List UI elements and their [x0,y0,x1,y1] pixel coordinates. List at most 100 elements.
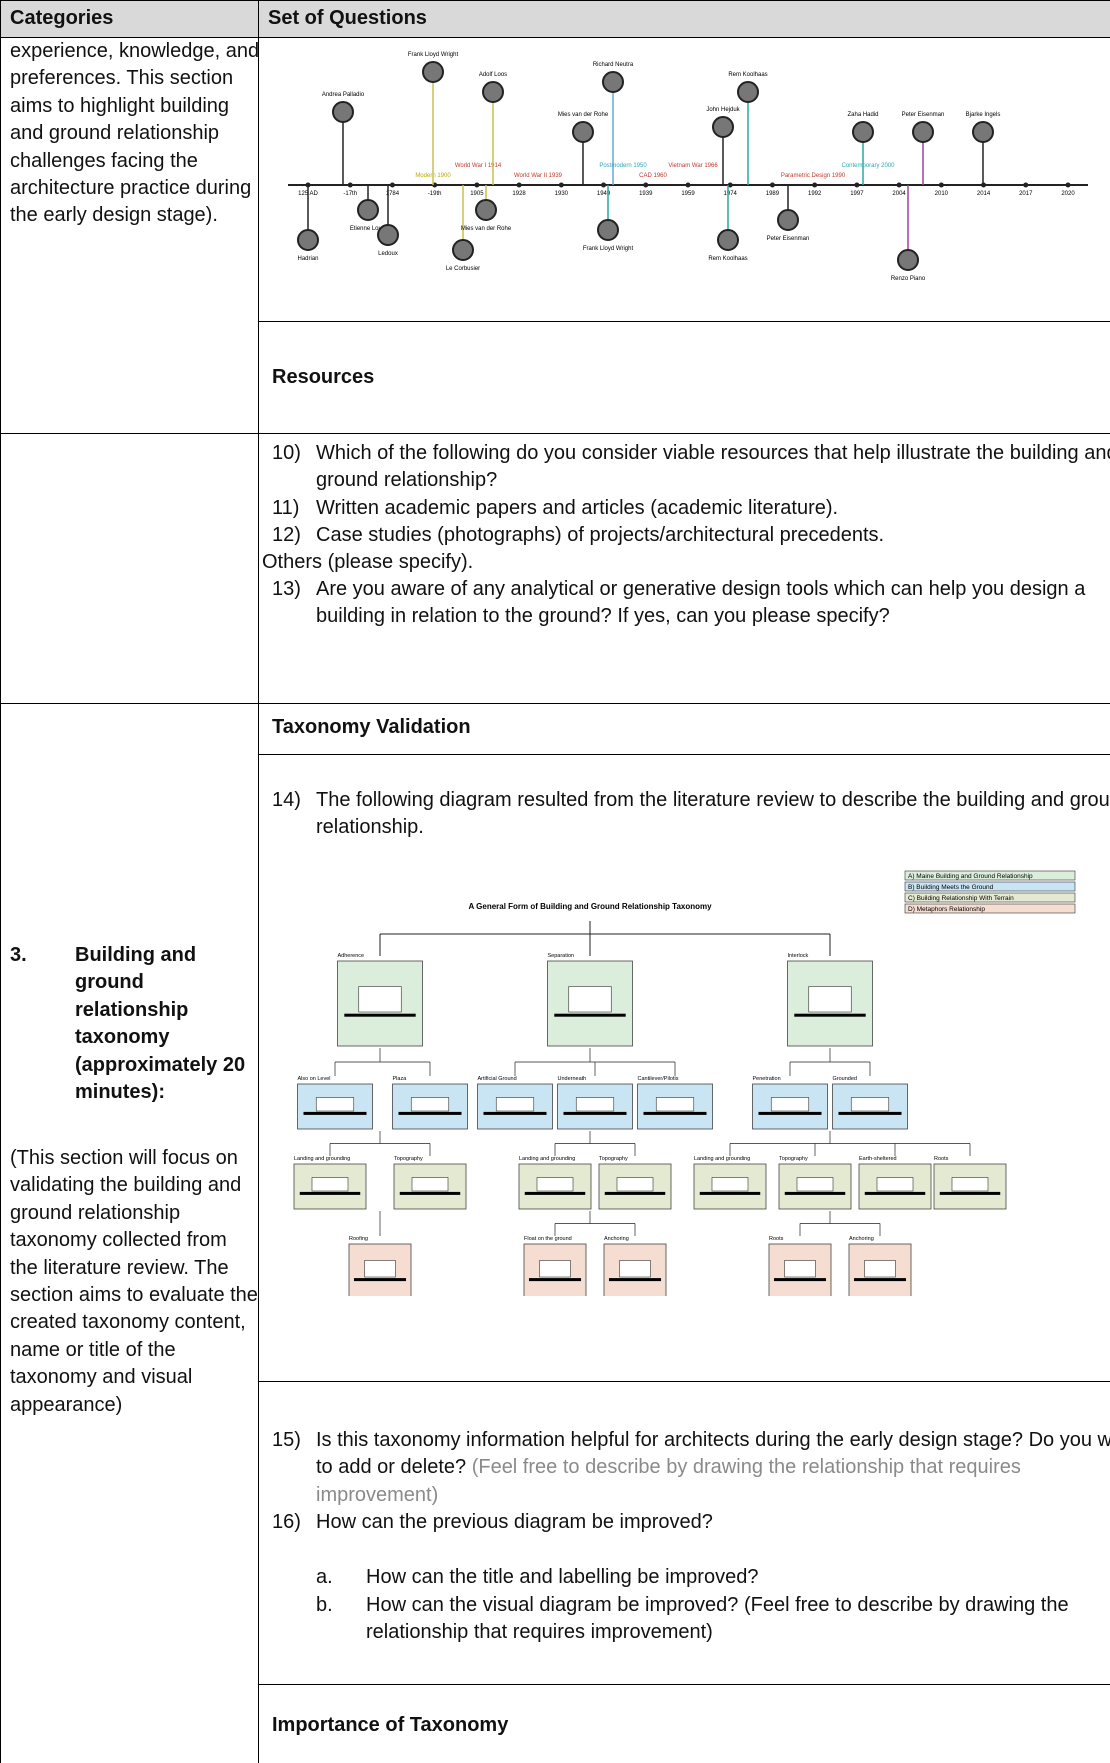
timeline-year: 2020 [1061,191,1075,197]
ground [344,1013,416,1017]
portrait [972,121,994,143]
building [536,1177,574,1192]
question: 14) The following diagram resulted from t… [268,787,1110,842]
building [568,986,612,1013]
category-text: (This section will focus on validating t… [10,1147,258,1416]
question-number: 13) [272,578,301,600]
timeline-dot [643,182,649,188]
node-label: Topography [779,1156,808,1162]
question-number: 12) [272,524,301,546]
person-name: Renzo Piano [891,276,926,282]
border [0,703,1110,704]
section-title: Resources [272,366,375,388]
category-text: experience, knowledge, and preferences. … [10,40,260,227]
portrait [357,199,379,221]
timeline-dot [727,182,733,188]
subitem-letter: a. [316,1566,333,1588]
portrait [297,229,319,251]
ground [528,1278,582,1282]
portrait [377,224,399,246]
portrait [602,71,624,93]
building [850,1097,890,1112]
border [0,0,1,1763]
timeline-dot [769,182,775,188]
diagram-title: A General Form of Building and Ground Re… [468,902,712,911]
timeline-dot [558,182,564,188]
node-label: Plaza [393,1076,408,1082]
person-name: Peter Eisenman [902,112,945,118]
building [311,1177,349,1192]
person-name: Andrea Palladio [322,92,365,98]
timeline-year: 2010 [935,191,949,197]
question-number: 10) [272,442,301,464]
legend-entry: B) Building Meets the Ground [908,884,994,891]
timeline-dot [1023,182,1029,188]
timeline-year: 1989 [766,191,780,197]
ground [643,1111,707,1115]
legend-box [904,870,1076,881]
ground [939,1191,1001,1195]
timeline-year: 2004 [892,191,906,197]
section-title: Taxonomy Validation [272,716,471,738]
building [315,1097,355,1112]
person-name: Zaha Hadid [847,112,878,118]
building [711,1177,749,1192]
timeline-dot [685,182,691,188]
node-label: Artificial Ground [478,1076,517,1082]
ground [398,1111,462,1115]
timeline-year: 1784 [386,191,400,197]
person-name: Rem Koolhaas [708,256,747,262]
timeline-year: 1905 [470,191,484,197]
node-label: Adherence [338,953,365,959]
question-text: Others (please specify). [262,551,474,573]
legend-box [904,892,1076,903]
portrait [332,101,354,123]
portrait [777,209,799,231]
ground [758,1111,822,1115]
question: 12) Case studies (photographs) of project… [268,522,1110,549]
building [358,986,402,1013]
node-label: Topography [394,1156,423,1162]
building [808,986,852,1013]
timeline-era: Postmodern 1950 [599,163,647,169]
question-note: (Feel free to describe by drawing the re… [316,1456,1021,1506]
portrait [597,219,619,241]
timeline-dot [1065,182,1071,188]
section-title: Importance of Taxonomy [272,1714,509,1736]
timeline-year: 1928 [512,191,526,197]
portrait [475,199,497,221]
legend-box [904,903,1076,914]
building [619,1260,651,1278]
person-name: Ledoux [378,251,398,257]
ground [563,1111,627,1115]
timeline-era: Contemporary 2000 [841,163,895,169]
building [951,1177,989,1192]
node-label: Underneath [558,1076,587,1082]
timeline-year: -19th [428,191,442,197]
building [796,1177,834,1192]
category-title: Building and ground relationship taxonom… [75,944,246,1104]
border [258,1381,1110,1382]
node-label: Separation [548,953,575,959]
border [0,37,1110,38]
node-label: Also on Level [298,1076,331,1082]
person-name: Richard Neutra [593,62,634,68]
question-text: The following diagram resulted from the … [316,789,1110,839]
taxonomy-figure: A General Form of Building and Ground Re… [293,870,1076,1296]
timeline-dot [389,182,395,188]
subitem: a. How can the title and labelling be imp… [268,1564,1110,1591]
timeline-year: 1959 [681,191,695,197]
building [784,1260,816,1278]
subitem-text: How can the title and labelling be impro… [366,1566,759,1588]
ground [699,1191,761,1195]
node-label: Earth-sheltered [859,1156,897,1162]
subitem: b. How can the visual diagram be improved… [268,1592,1110,1647]
ground [353,1278,407,1282]
timeline-figure: 125 AD -17th 1784 -19th 1905 1928 1930 1949 1939… [288,52,1088,282]
timeline-year: -17th [343,191,357,197]
portrait [482,81,504,103]
question-text: Which of the following do you consider v… [316,442,1110,492]
question: 10) Which of the following do you conside… [268,440,1110,495]
timeline-dot [812,182,818,188]
